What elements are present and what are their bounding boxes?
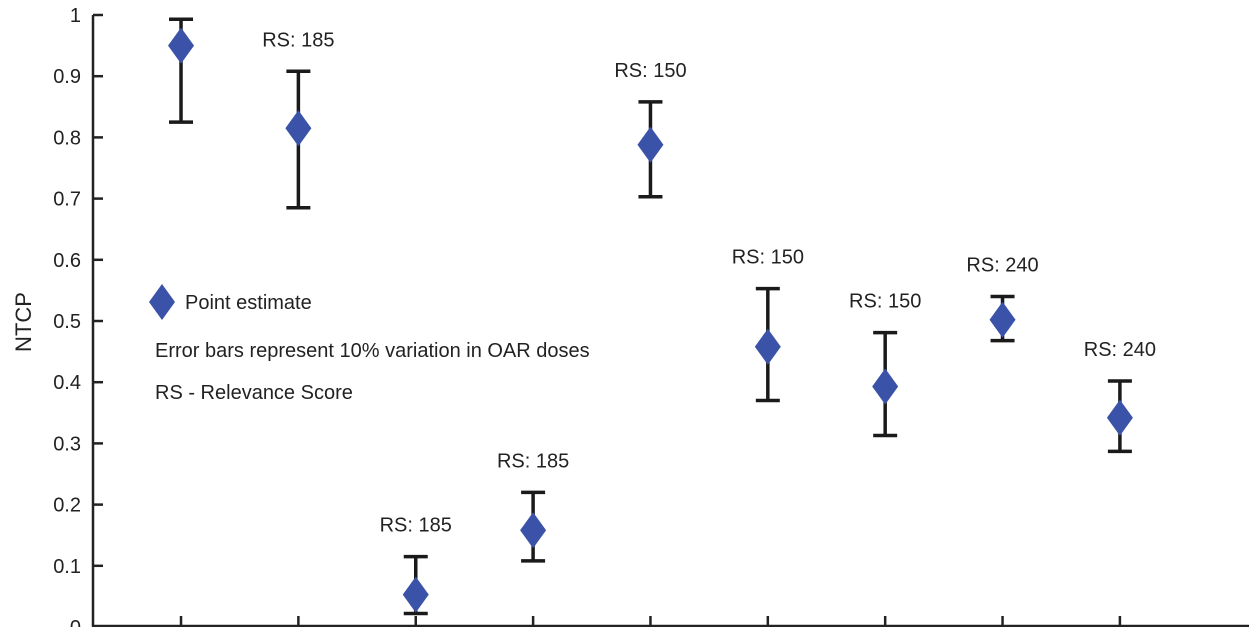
rs-annotation: RS: 185 bbox=[497, 450, 569, 472]
y-tick-label: 0.6 bbox=[53, 250, 81, 272]
y-tick-label: 0.4 bbox=[53, 372, 81, 394]
point-markers bbox=[168, 27, 1133, 613]
rs-annotation: RS: 150 bbox=[849, 291, 921, 313]
legend-marker-icon bbox=[149, 284, 175, 320]
y-tick-label: 1 bbox=[70, 5, 81, 27]
y-tick-label: 0.9 bbox=[53, 66, 81, 88]
y-tick-label: 0 bbox=[70, 617, 81, 627]
point-estimate-marker bbox=[168, 27, 195, 64]
point-estimate-marker bbox=[754, 328, 781, 365]
y-tick-label: 0.3 bbox=[53, 433, 81, 455]
rs-annotation: RS: 240 bbox=[1084, 339, 1156, 361]
x-ticks bbox=[179, 616, 1122, 627]
rs-annotation: RS: 185 bbox=[262, 29, 334, 51]
point-estimate-marker bbox=[1106, 399, 1133, 436]
rs-annotation: RS: 240 bbox=[966, 255, 1038, 277]
y-tick-label: 0.1 bbox=[53, 556, 81, 578]
rs-annotation: RS: 185 bbox=[380, 515, 452, 537]
point-estimate-marker bbox=[637, 126, 664, 163]
rs-annotation: RS: 150 bbox=[732, 247, 804, 269]
error-bars bbox=[169, 17, 1132, 616]
point-estimate-marker bbox=[989, 301, 1016, 338]
y-axis-label: NTCP bbox=[11, 292, 36, 352]
point-estimate-marker bbox=[520, 512, 547, 549]
legend-note-relevance-score: RS - Relevance Score bbox=[155, 382, 353, 404]
y-ticks: 0 0.1 0.2 0.3 0.4 0.5 0.6 0.7 0.8 0.9 1 bbox=[53, 5, 103, 627]
y-tick-label: 0.2 bbox=[53, 495, 81, 517]
axes bbox=[91, 15, 1249, 627]
y-tick-label: 0.8 bbox=[53, 127, 81, 149]
rs-annotation: RS: 150 bbox=[614, 60, 686, 82]
rs-annotations: RS: 185 RS: 185 RS: 185 RS: 150 RS: 150 RS: 1… bbox=[262, 29, 1156, 536]
point-estimate-marker bbox=[402, 576, 429, 613]
legend-note-error-bars: Error bars represent 10% variation in OA… bbox=[155, 340, 590, 362]
point-estimate-marker bbox=[872, 368, 899, 405]
point-estimate-marker bbox=[285, 110, 312, 147]
legend: Point estimate Error bars represent 10% … bbox=[149, 284, 590, 404]
legend-point-estimate-label: Point estimate bbox=[185, 292, 312, 314]
y-tick-label: 0.7 bbox=[53, 189, 81, 211]
y-tick-label: 0.5 bbox=[53, 311, 81, 333]
